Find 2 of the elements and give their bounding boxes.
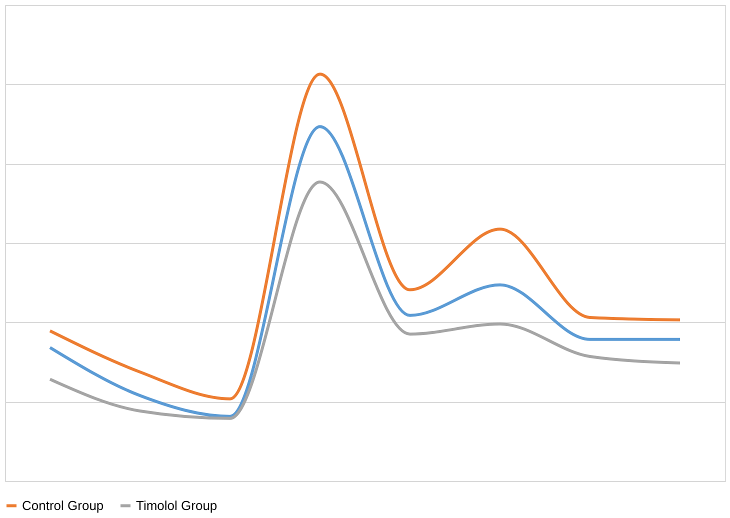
legend-label: Control Group — [22, 498, 104, 513]
legend-label: Timolol Group — [136, 498, 218, 513]
